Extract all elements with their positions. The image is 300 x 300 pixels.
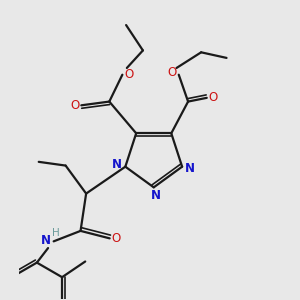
Text: O: O	[167, 66, 177, 79]
Text: O: O	[112, 232, 121, 245]
Text: O: O	[124, 68, 134, 81]
Text: H: H	[52, 228, 59, 238]
Text: O: O	[70, 99, 79, 112]
Text: N: N	[41, 234, 51, 247]
Text: N: N	[151, 189, 160, 202]
Text: O: O	[209, 91, 218, 104]
Text: N: N	[112, 158, 122, 171]
Text: N: N	[185, 162, 195, 175]
